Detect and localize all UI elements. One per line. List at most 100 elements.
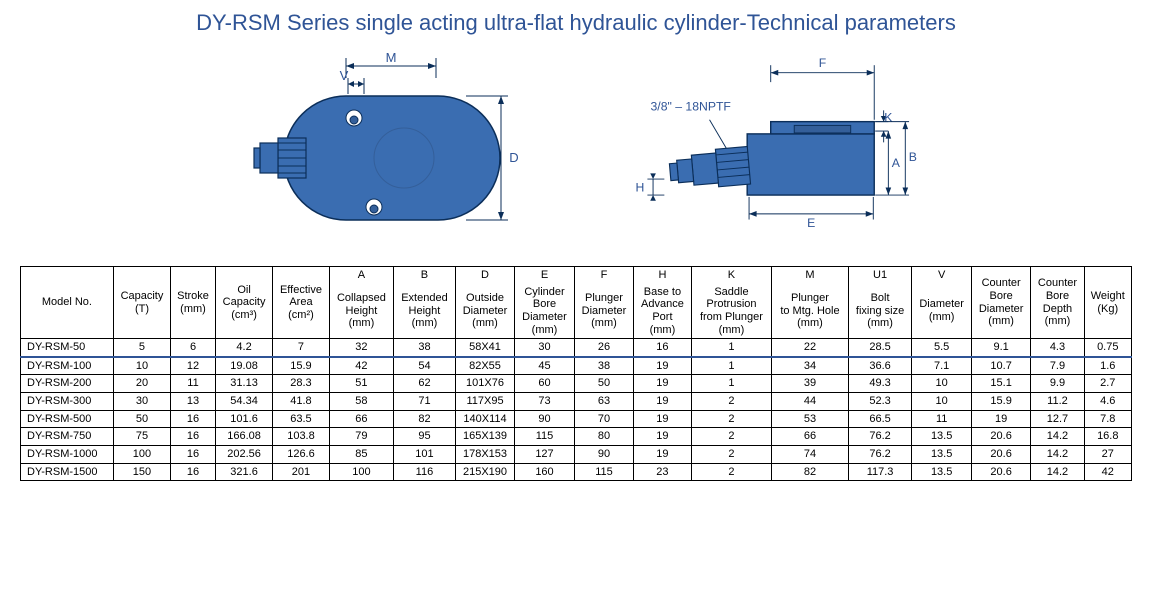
data-cell: 11 bbox=[171, 375, 216, 393]
col-letter: B bbox=[394, 267, 456, 284]
data-cell: 13.5 bbox=[912, 463, 971, 481]
data-cell: 321.6 bbox=[215, 463, 272, 481]
top-view-diagram: .body{fill:#3a6db1;stroke:#0b2e59;stroke… bbox=[226, 48, 546, 248]
data-cell: 1 bbox=[691, 375, 772, 393]
table-row: DY-RSM-100101219.0815.9425482X5545381913… bbox=[21, 357, 1132, 375]
data-cell: 23 bbox=[634, 463, 691, 481]
data-cell: 15.9 bbox=[273, 357, 329, 375]
model-cell: DY-RSM-200 bbox=[21, 375, 114, 393]
data-cell: 202.56 bbox=[215, 446, 272, 464]
data-cell: 19 bbox=[634, 446, 691, 464]
data-cell: 103.8 bbox=[273, 428, 329, 446]
col-header: Capacity (T) bbox=[113, 267, 170, 339]
data-cell: 117X95 bbox=[455, 393, 514, 411]
table-row: DY-RSM-100010016202.56126.685101178X1531… bbox=[21, 446, 1132, 464]
data-cell: 20.6 bbox=[971, 463, 1030, 481]
col-letter: U1 bbox=[848, 267, 912, 284]
data-cell: 4.6 bbox=[1084, 393, 1131, 411]
data-cell: 60 bbox=[515, 375, 574, 393]
model-cell: DY-RSM-750 bbox=[21, 428, 114, 446]
data-cell: 28.3 bbox=[273, 375, 329, 393]
col-letter: V bbox=[912, 267, 971, 284]
table-row: DY-RSM-200201131.1328.35162101X766050191… bbox=[21, 375, 1132, 393]
data-cell: 127 bbox=[515, 446, 574, 464]
col-letter: H bbox=[634, 267, 691, 284]
data-cell: 45 bbox=[515, 357, 574, 375]
data-cell: 100 bbox=[113, 446, 170, 464]
col-letter: D bbox=[455, 267, 514, 284]
data-cell: 166.08 bbox=[215, 428, 272, 446]
table-row: DY-RSM-300301354.3441.85871117X957363192… bbox=[21, 393, 1132, 411]
dim-M: M bbox=[346, 50, 436, 78]
data-cell: 165X139 bbox=[455, 428, 514, 446]
data-cell: 50 bbox=[574, 375, 633, 393]
data-cell: 4.2 bbox=[215, 339, 272, 357]
data-cell: 66.5 bbox=[848, 410, 912, 428]
data-cell: 38 bbox=[394, 339, 456, 357]
data-cell: 73 bbox=[515, 393, 574, 411]
cylinder-side-body bbox=[669, 122, 875, 195]
data-cell: 54 bbox=[394, 357, 456, 375]
data-cell: 82 bbox=[394, 410, 456, 428]
data-cell: 11.2 bbox=[1031, 393, 1084, 411]
data-cell: 2 bbox=[691, 463, 772, 481]
data-cell: 2 bbox=[691, 446, 772, 464]
data-cell: 9.9 bbox=[1031, 375, 1084, 393]
data-cell: 117.3 bbox=[848, 463, 912, 481]
model-cell: DY-RSM-1500 bbox=[21, 463, 114, 481]
col-header: Extended Height (mm) bbox=[394, 284, 456, 339]
data-cell: 13 bbox=[171, 393, 216, 411]
col-header: Plunger Diameter (mm) bbox=[574, 284, 633, 339]
data-cell: 2 bbox=[691, 428, 772, 446]
data-cell: 26 bbox=[574, 339, 633, 357]
data-cell: 10.7 bbox=[971, 357, 1030, 375]
data-cell: 20 bbox=[113, 375, 170, 393]
dim-AB: A B bbox=[875, 122, 917, 195]
data-cell: 41.8 bbox=[273, 393, 329, 411]
data-cell: 19 bbox=[634, 375, 691, 393]
data-cell: 16 bbox=[171, 428, 216, 446]
data-cell: 31.13 bbox=[215, 375, 272, 393]
data-cell: 54.34 bbox=[215, 393, 272, 411]
data-cell: 150 bbox=[113, 463, 170, 481]
data-cell: 74 bbox=[772, 446, 848, 464]
data-cell: 49.3 bbox=[848, 375, 912, 393]
data-cell: 7.8 bbox=[1084, 410, 1131, 428]
data-cell: 22 bbox=[772, 339, 848, 357]
data-cell: 7.9 bbox=[1031, 357, 1084, 375]
data-cell: 100 bbox=[329, 463, 393, 481]
svg-text:K: K bbox=[884, 111, 893, 125]
data-cell: 19 bbox=[971, 410, 1030, 428]
data-cell: 44 bbox=[772, 393, 848, 411]
data-cell: 42 bbox=[329, 357, 393, 375]
data-cell: 42 bbox=[1084, 463, 1131, 481]
spec-table: Model No.Capacity (T)Stroke (mm)Oil Capa… bbox=[20, 266, 1132, 481]
svg-text:3/8" – 18NPTF: 3/8" – 18NPTF bbox=[651, 99, 731, 113]
data-cell: 11 bbox=[912, 410, 971, 428]
col-header: Oil Capacity (cm³) bbox=[215, 267, 272, 339]
data-cell: 19 bbox=[634, 393, 691, 411]
data-cell: 101X76 bbox=[455, 375, 514, 393]
data-cell: 53 bbox=[772, 410, 848, 428]
data-cell: 13.5 bbox=[912, 446, 971, 464]
model-cell: DY-RSM-300 bbox=[21, 393, 114, 411]
col-header: Base to Advance Port (mm) bbox=[634, 284, 691, 339]
svg-text:D: D bbox=[509, 150, 518, 165]
data-cell: 14.2 bbox=[1031, 428, 1084, 446]
data-cell: 1 bbox=[691, 339, 772, 357]
data-cell: 19.08 bbox=[215, 357, 272, 375]
data-cell: 27 bbox=[1084, 446, 1131, 464]
col-letter: F bbox=[574, 267, 633, 284]
data-cell: 16 bbox=[171, 410, 216, 428]
col-header: Bolt fixing size (mm) bbox=[848, 284, 912, 339]
data-cell: 101 bbox=[394, 446, 456, 464]
data-cell: 16.8 bbox=[1084, 428, 1131, 446]
data-cell: 5 bbox=[113, 339, 170, 357]
data-cell: 2 bbox=[691, 393, 772, 411]
data-cell: 116 bbox=[394, 463, 456, 481]
data-cell: 19 bbox=[634, 410, 691, 428]
dim-E: E bbox=[749, 197, 873, 230]
model-cell: DY-RSM-1000 bbox=[21, 446, 114, 464]
side-view-diagram: .body{fill:#3a6db1;stroke:#0b2e59;stroke… bbox=[606, 48, 926, 248]
data-cell: 12 bbox=[171, 357, 216, 375]
